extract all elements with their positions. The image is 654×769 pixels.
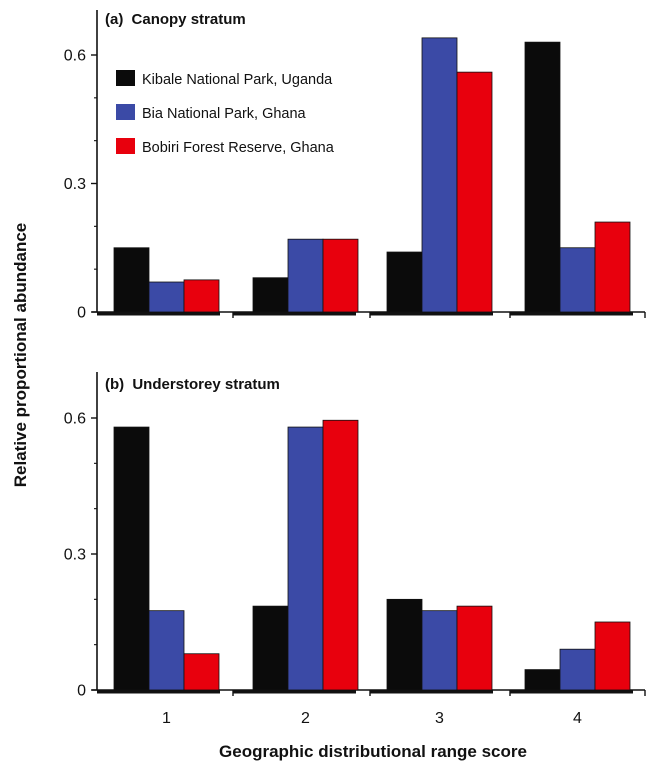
x-category-label: 1 xyxy=(162,710,171,727)
y-tick-label: 0.3 xyxy=(64,176,86,193)
bar-bia-cat3 xyxy=(421,610,458,691)
bar-kibale-cat3 xyxy=(386,251,423,313)
legend-label-kibale: Kibale National Park, Uganda xyxy=(142,72,333,88)
y-axis-title: Relative proportional abundance xyxy=(11,223,30,488)
panel-understorey: 0 0.3 0.6 (b) Understorey stratum xyxy=(64,372,646,700)
bar-kibale-cat3 xyxy=(386,598,423,691)
bar-kibale-cat2 xyxy=(252,277,289,313)
bar-bobiri-cat1 xyxy=(183,279,220,313)
bar-bia-cat2 xyxy=(287,426,324,691)
x-ticks-a xyxy=(97,311,646,318)
category-base-band xyxy=(97,311,220,316)
y-ticks-a: 0 0.3 0.6 xyxy=(64,48,97,322)
bars-canopy xyxy=(113,37,631,313)
bar-bia-cat1 xyxy=(148,610,185,691)
bars-understorey xyxy=(113,419,631,691)
bar-bia-cat3 xyxy=(421,37,458,313)
legend-swatch-bobiri xyxy=(116,138,135,154)
bar-bobiri-cat4 xyxy=(594,221,631,313)
y-tick-label: 0.3 xyxy=(64,547,86,564)
bar-kibale-cat1 xyxy=(113,247,150,313)
y-tick-label: 0.6 xyxy=(64,48,86,65)
bar-bia-cat4 xyxy=(559,648,596,691)
panel-label-a: (a) Canopy stratum xyxy=(105,11,246,28)
bar-kibale-cat2 xyxy=(252,605,289,691)
bar-bobiri-cat4 xyxy=(594,621,631,691)
legend-label-bobiri: Bobiri Forest Reserve, Ghana xyxy=(142,140,335,156)
bar-bia-cat2 xyxy=(287,238,324,313)
category-base-band xyxy=(510,311,633,316)
y-tick-label: 0.6 xyxy=(64,411,86,428)
category-base-band xyxy=(510,689,633,694)
legend-item-bia: Bia National Park, Ghana xyxy=(116,104,307,122)
bar-bobiri-cat3 xyxy=(456,605,493,691)
y-minor-ticks-a xyxy=(94,97,97,270)
x-category-label: 3 xyxy=(435,710,444,727)
legend-label-bia: Bia National Park, Ghana xyxy=(142,106,307,122)
bar-bia-cat1 xyxy=(148,281,185,313)
bar-bobiri-cat1 xyxy=(183,653,220,691)
bar-bobiri-cat2 xyxy=(322,238,359,313)
bar-bobiri-cat2 xyxy=(322,419,359,691)
bar-kibale-cat4 xyxy=(524,41,561,313)
panel-canopy: 0 0.3 0.6 (a) Canopy stratum xyxy=(64,10,646,322)
y-ticks-b: 0 0.3 0.6 xyxy=(64,411,97,700)
legend-item-kibale: Kibale National Park, Uganda xyxy=(116,70,333,88)
x-category-label: 4 xyxy=(573,710,582,727)
bar-bia-cat4 xyxy=(559,247,596,313)
panel-label-b: (b) Understorey stratum xyxy=(105,376,280,393)
y-tick-label: 0 xyxy=(77,305,86,322)
y-minor-ticks-b xyxy=(94,462,97,646)
legend: Kibale National Park, Uganda Bia Nationa… xyxy=(116,70,335,156)
category-base-band xyxy=(370,689,493,694)
x-axis-title: Geographic distributional range score xyxy=(219,742,527,761)
bar-kibale-cat4 xyxy=(524,669,561,691)
category-base-band xyxy=(97,689,220,694)
bar-kibale-cat1 xyxy=(113,426,150,691)
x-category-label: 2 xyxy=(301,710,310,727)
legend-swatch-bia xyxy=(116,104,135,120)
category-base-band xyxy=(233,311,356,316)
x-ticks-b xyxy=(97,689,646,696)
category-base-band xyxy=(233,689,356,694)
x-category-labels: 1 2 3 4 xyxy=(162,710,582,727)
category-base-band xyxy=(370,311,493,316)
bar-bobiri-cat3 xyxy=(456,71,493,313)
y-tick-label: 0 xyxy=(77,683,86,700)
legend-swatch-kibale xyxy=(116,70,135,86)
legend-item-bobiri: Bobiri Forest Reserve, Ghana xyxy=(116,138,335,156)
